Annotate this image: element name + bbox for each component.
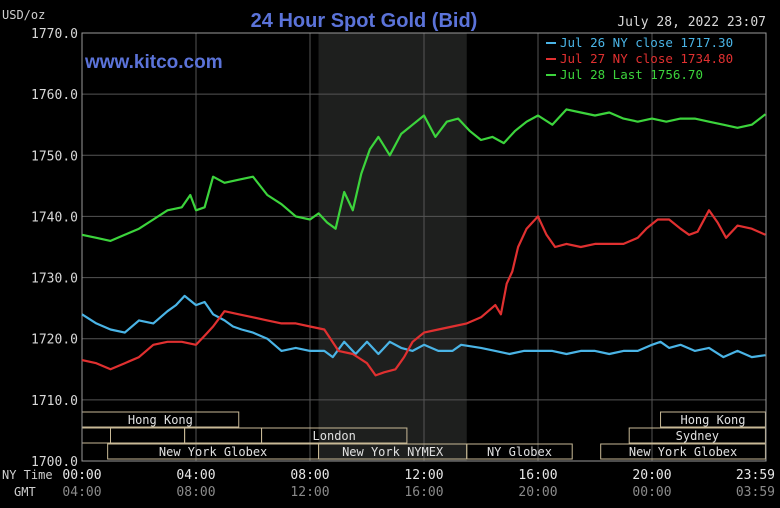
nymex-shaded-region [318,33,467,461]
x-tick-label-gmt: 12:00 [290,485,329,500]
session-bar [628,427,766,444]
session-label: Hong Kong [128,413,193,427]
legend-entry: Jul 26 NY close 1717.30 [560,35,733,50]
y-tick-label: 1770.0 [31,27,78,42]
price-line-2 [81,209,766,377]
plot-frame [81,32,767,462]
x-tick-label-ny: 23:59 [736,468,775,483]
session-bar [466,443,573,460]
timestamp: July 28, 2022 23:07 [617,15,766,30]
session-label: London [313,429,356,443]
y-tick-label: 1740.0 [31,210,78,225]
session-bar [660,411,766,428]
session-bar [261,427,408,444]
ny-time-row-label: NY Time [2,468,53,482]
y-tick-label: 1700.0 [31,455,78,470]
y-tick-label: 1720.0 [31,333,78,348]
x-tick-label-gmt: 16:00 [404,485,443,500]
price-line-3 [81,108,767,242]
y-axis-unit-label: USD/oz [2,8,45,22]
session-label: New York Globex [629,445,737,459]
legend-entry: Jul 27 NY close 1734.80 [560,51,733,66]
x-tick-label-gmt: 03:59 [736,485,775,500]
legend-entry: Jul 28 Last 1756.70 [560,67,703,82]
session-label: Hong Kong [680,413,745,427]
trading-session-bars: Hong Kong Hong Kong London Sydney New York G… [81,411,766,460]
x-tick-label-ny: 04:00 [176,468,215,483]
price-series [81,108,767,377]
y-axis-tick-labels: 1770.0 1760.0 1750.0 1740.0 1730.0 1720.0 1710… [31,27,78,470]
x-tick-label-ny: 16:00 [518,468,557,483]
x-axis-tick-labels: 00:00 04:00 04:00 08:00 08:00 12:00 12:00 16:00… [62,468,775,500]
watermark-url: www.kitco.com [84,52,223,73]
session-label: New York NYMEX [342,445,444,459]
session-bar [600,443,766,460]
x-tick-label-ny: 00:00 [62,468,101,483]
y-tick-label: 1710.0 [31,394,78,409]
session-label: New York Globex [159,445,267,459]
price-line-1 [81,294,766,359]
x-tick-label-gmt: 04:00 [62,485,101,500]
x-tick-label-ny: 08:00 [290,468,329,483]
x-tick-label-gmt: 20:00 [518,485,557,500]
x-tick-label-gmt: 08:00 [176,485,215,500]
grid-lines [82,33,766,461]
y-tick-label: 1760.0 [31,88,78,103]
session-label: Sydney [676,429,719,443]
y-tick-label: 1730.0 [31,272,78,287]
y-tick-label: 1750.0 [31,149,78,164]
x-tick-label-gmt: 00:00 [632,485,671,500]
gmt-row-label: GMT [14,485,36,499]
session-label: NY Globex [487,445,552,459]
x-tick-label-ny: 12:00 [404,468,443,483]
chart-title: 24 Hour Spot Gold (Bid) [251,10,478,32]
x-tick-label-ny: 20:00 [632,468,671,483]
